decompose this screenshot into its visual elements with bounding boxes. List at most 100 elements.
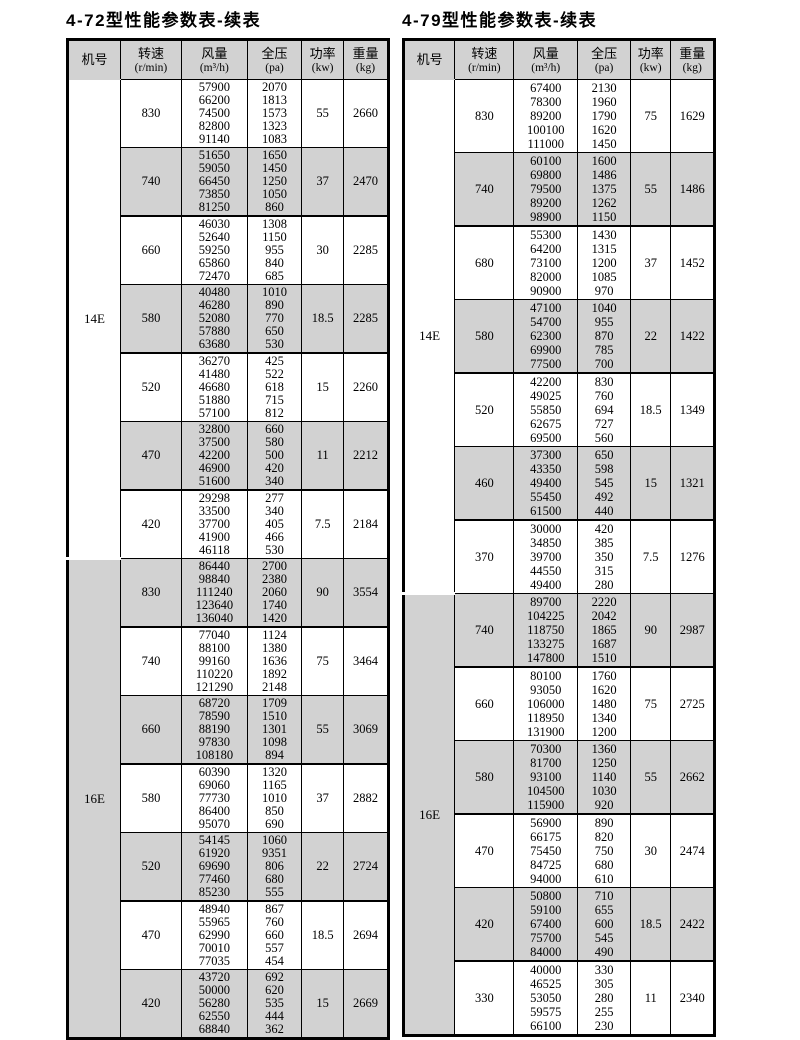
pressure-cell-value: 812: [265, 406, 284, 420]
flow-cell-value: 123640: [195, 598, 234, 612]
flow-cell-value: 72470: [198, 269, 230, 283]
flow-cell-value: 62300: [530, 329, 562, 343]
column-header-machine-no: 机号: [67, 39, 121, 80]
column-header-label: 风量: [201, 45, 228, 61]
pressure-cell-value: 1315: [591, 242, 617, 256]
weight-cell: 2669: [343, 969, 389, 1040]
flow-cell-value: 30000: [530, 522, 562, 536]
flow-cell-value: 32800: [198, 422, 230, 436]
weight-cell: 3464: [343, 627, 389, 696]
weight-cell: 2285: [343, 284, 389, 354]
flow-cell-value: 93100: [530, 770, 562, 784]
column-header-unit: (pa): [265, 61, 284, 74]
pressure-cell-value: 1420: [262, 611, 288, 625]
speed-cell: 680: [454, 226, 514, 300]
pressure-cell-value: 830: [594, 375, 614, 389]
pressure-cell: 660 580 500 420 340: [246, 421, 302, 491]
flow-cell: 51650 59050 66450 73850 81250: [180, 147, 248, 217]
power-cell: 75: [301, 627, 344, 696]
power-cell: 7.5: [301, 490, 344, 559]
speed-cell: 420: [119, 490, 182, 559]
flow-cell-value: 49400: [530, 476, 562, 490]
flow-cell-value: 84000: [530, 945, 562, 959]
column-header-unit: (r/min): [134, 61, 168, 74]
pressure-cell-value: 1200: [591, 725, 617, 739]
pressure-cell-value: 9351: [262, 846, 288, 860]
pressure-cell-value: 680: [265, 872, 284, 886]
flow-cell-value: 75700: [530, 931, 562, 945]
flow-cell: 37300 43350 49400 55450 61500: [513, 446, 578, 521]
flow-cell-value: 54700: [530, 315, 562, 329]
pressure-cell-value: 255: [594, 1005, 614, 1019]
pressure-cell-value: 760: [265, 915, 284, 929]
pressure-cell-value: 1060: [262, 833, 288, 847]
flow-cell-value: 66100: [530, 1019, 562, 1033]
pressure-cell-value: 680: [594, 858, 614, 872]
pressure-cell: 830 760 694 727 560: [577, 373, 631, 447]
flow-cell-value: 53050: [530, 991, 562, 1005]
pressure-cell-value: 555: [265, 885, 284, 899]
pressure-cell: 1124 1380 1636 1892 2148: [246, 627, 302, 696]
flow-cell-value: 62675: [530, 417, 562, 431]
pressure-cell-value: 660: [265, 928, 284, 942]
pressure-cell-value: 492: [594, 490, 614, 504]
column-header-flow: 风量 (m³/h): [180, 39, 248, 80]
pressure-cell-value: 660: [265, 422, 284, 436]
pressure-cell-value: 692: [265, 970, 284, 984]
pressure-cell-value: 820: [594, 830, 614, 844]
flow-cell-value: 82000: [530, 270, 562, 284]
flow-cell-value: 44550: [530, 564, 562, 578]
pressure-cell-value: 530: [265, 337, 284, 351]
power-cell: 15: [301, 353, 344, 422]
column-header-label: 全压: [591, 45, 618, 61]
power-cell: 75: [629, 79, 671, 153]
machine-number-cell: 14E: [402, 79, 455, 594]
pressure-cell-value: 2380: [262, 572, 288, 586]
pressure-cell-value: 1380: [262, 641, 288, 655]
column-header-machine-no: 机号: [402, 39, 455, 80]
flow-cell-value: 78590: [198, 709, 230, 723]
flow-cell-value: 111240: [196, 585, 233, 599]
table-row: 470 32800 37500 42200 46900 51600 660 580 500 420…: [68, 421, 389, 491]
flow-cell-value: 136040: [195, 611, 234, 625]
column-header-label: 机号: [81, 52, 108, 67]
speed-cell: 470: [454, 814, 514, 888]
flow-cell-value: 98840: [198, 572, 230, 586]
pressure-cell-value: 1510: [591, 651, 617, 665]
pressure-cell-value: 650: [594, 448, 614, 462]
flow-cell-value: 51600: [198, 474, 230, 488]
flow-cell-value: 89700: [530, 595, 562, 609]
pressure-cell-value: 420: [265, 461, 284, 475]
pressure-cell-value: 1320: [262, 765, 288, 779]
pressure-cell: 1709 1510 1301 1098 894: [246, 695, 302, 765]
power-cell: 22: [301, 832, 344, 902]
pressure-cell: 1760 1620 1480 1340 1200: [577, 667, 631, 741]
pressure-cell: 1360 1250 1140 1030 920: [577, 740, 631, 815]
column-header-label: 机号: [416, 52, 443, 67]
pressure-cell: 1060 9351 806 680 555: [246, 832, 302, 902]
flow-cell-value: 57880: [198, 324, 230, 338]
power-cell: 18.5: [301, 284, 344, 354]
weight-cell: 2662: [670, 740, 715, 815]
flow-cell-value: 66450: [198, 174, 230, 188]
flow-cell-value: 41900: [198, 530, 230, 544]
pressure-cell-value: 1892: [262, 667, 288, 681]
pressure-cell-value: 1308: [262, 217, 288, 231]
pressure-cell: 890 820 750 680 610: [577, 814, 631, 888]
pressure-cell-value: 315: [594, 564, 614, 578]
table-row: 470 56900 66175 75450 84725 94000 890 820 750 680…: [404, 814, 715, 888]
pressure-cell-value: 1098: [262, 735, 288, 749]
flow-cell-value: 50800: [530, 889, 562, 903]
pressure-cell: 692 620 535 444 362: [246, 969, 302, 1040]
pressure-cell-value: 894: [265, 748, 284, 762]
flow-cell-value: 133275: [527, 637, 565, 651]
speed-cell: 420: [454, 887, 514, 962]
flow-cell-value: 131900: [527, 725, 565, 739]
pressure-cell-value: 655: [594, 903, 614, 917]
flow-cell: 47100 54700 62300 69900 77500: [513, 299, 578, 374]
power-cell: 7.5: [629, 520, 671, 594]
table-row: 14E 830 57900 66200 74500 82800 91140 2070 1813 1…: [67, 79, 389, 559]
flow-cell-value: 94000: [530, 872, 562, 886]
pressure-cell-value: 1250: [262, 174, 288, 188]
pressure-cell-value: 1600: [591, 154, 617, 168]
